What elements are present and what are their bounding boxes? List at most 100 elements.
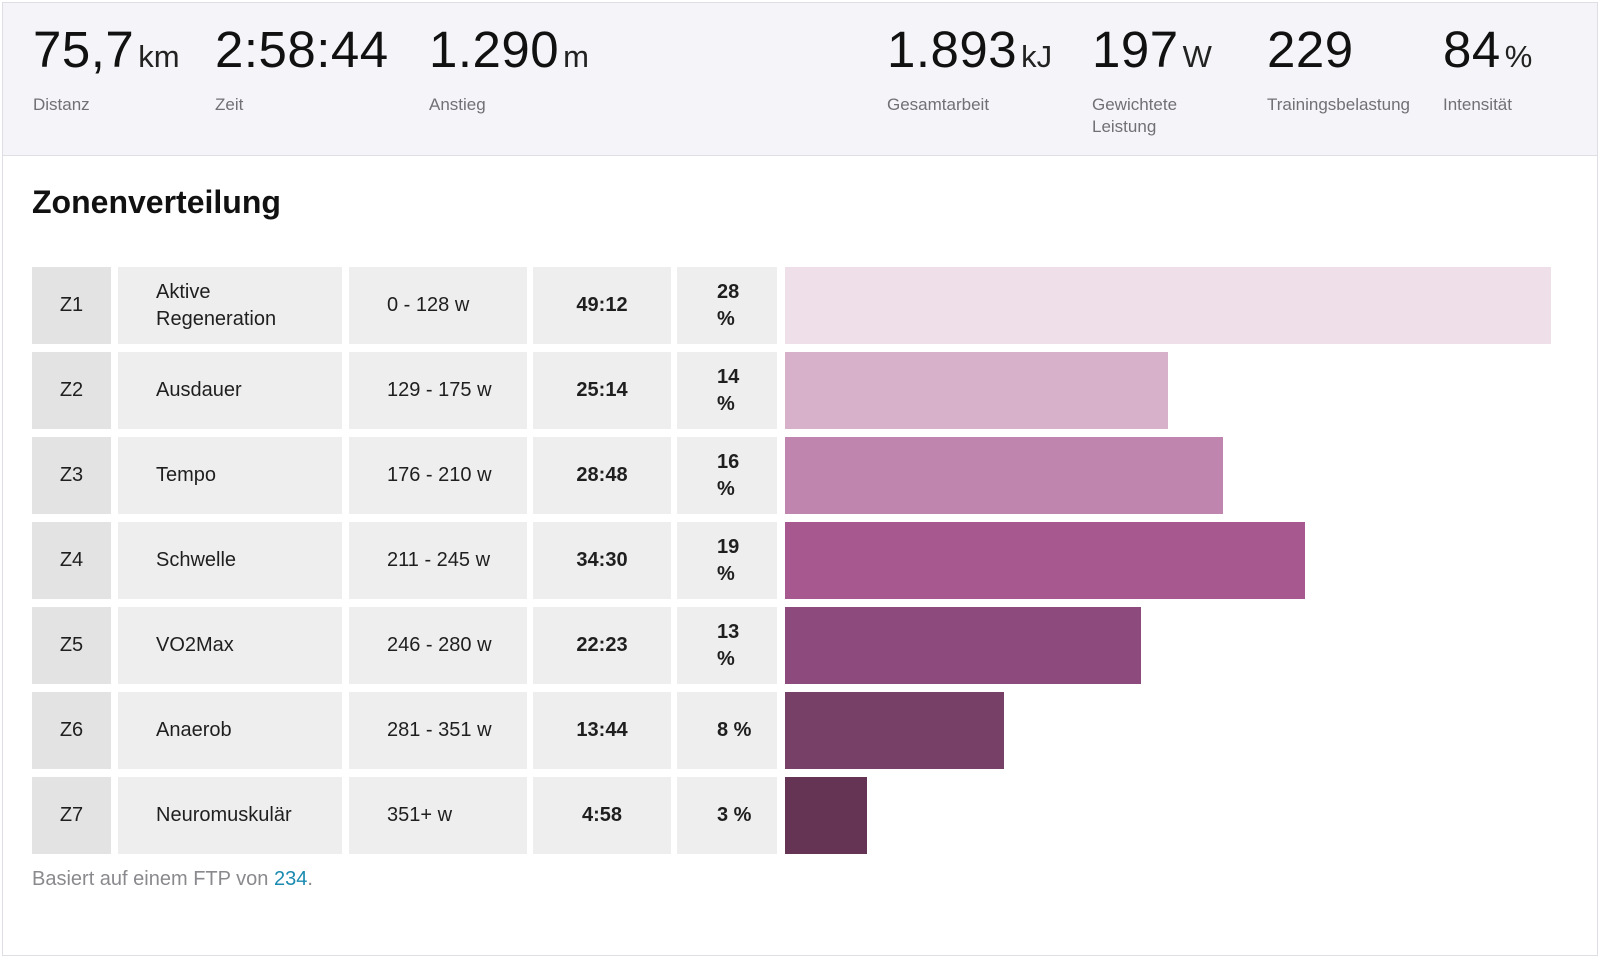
zone-percent-text: 16 % [717, 450, 740, 500]
stat-time-label: Zeit [215, 95, 244, 114]
zone-bar [785, 437, 1223, 514]
section-title: Zonenverteilung [32, 184, 281, 220]
zone-name-text: Neuromuskulär [156, 804, 292, 826]
zone-id: Z1 [32, 267, 111, 344]
zone-time: 4:58 [533, 777, 671, 854]
zone-bar [785, 777, 867, 854]
zone-id: Z4 [32, 522, 111, 599]
stat-time: 2:58:44 Zeit [215, 21, 393, 116]
zone-power-range: 0 - 128 w [349, 267, 527, 344]
zone-time: 25:14 [533, 352, 671, 429]
zone-percent-text: 13 % [717, 620, 740, 670]
stat-training-load-value: 229 [1267, 21, 1354, 78]
zone-name: Neuromuskulär [118, 777, 342, 854]
stat-distance: 75,7 km Distanz [33, 21, 180, 116]
stat-time-value: 2:58:44 [215, 21, 389, 78]
stat-intensity-unit: % [1504, 39, 1533, 74]
zone-percent: 8 % [677, 692, 777, 769]
zone-id-text: Z7 [59, 804, 84, 826]
zone-name: Ausdauer [118, 352, 342, 429]
zone-percent: 28 % [677, 267, 777, 344]
zone-time: 49:12 [533, 267, 671, 344]
stat-weighted-power-value: 197 [1092, 21, 1179, 78]
stat-intensity-label: Intensität [1443, 95, 1512, 114]
zone-time: 34:30 [533, 522, 671, 599]
zone-id: Z3 [32, 437, 111, 514]
zone-power-range-text: 129 - 175 w [387, 379, 492, 401]
zone-id-text: Z1 [59, 294, 84, 316]
stat-intensity: 84% Intensität [1443, 21, 1532, 116]
zone-power-range: 281 - 351 w [349, 692, 527, 769]
zone-name-text: VO2Max [156, 634, 234, 656]
zone-name-text: Aktive Regeneration [156, 280, 277, 330]
stat-elevation: 1.290 m Anstieg [429, 21, 589, 116]
zone-power-range: 351+ w [349, 777, 527, 854]
stat-training-load: 229 Trainingsbelastung [1267, 21, 1410, 116]
zone-power-range-text: 0 - 128 w [387, 294, 470, 316]
stat-elevation-unit: m [563, 39, 589, 74]
zone-percent-text: 14 % [717, 365, 740, 415]
zone-power-range-text: 246 - 280 w [387, 634, 492, 656]
zone-name: Schwelle [118, 522, 342, 599]
zone-bar [785, 267, 1551, 344]
zone-name: VO2Max [118, 607, 342, 684]
stat-weighted-power-unit: W [1182, 39, 1212, 74]
zone-name-text: Ausdauer [156, 379, 242, 401]
stat-weighted-power-label: Gewichtete Leistung [1092, 95, 1178, 136]
zone-power-range-text: 211 - 245 w [387, 549, 491, 571]
zone-name: Aktive Regeneration [118, 267, 342, 344]
zone-percent: 13 % [677, 607, 777, 684]
stat-total-work-label: Gesamtarbeit [887, 95, 990, 114]
zone-percent: 16 % [677, 437, 777, 514]
zone-id: Z2 [32, 352, 111, 429]
zone-time: 28:48 [533, 437, 671, 514]
zone-bar [785, 607, 1141, 684]
zone-name-text: Anaerob [156, 719, 232, 741]
ftp-footnote-text: Basiert auf einem FTP von [32, 868, 269, 890]
stat-distance-unit: km [138, 39, 180, 74]
zone-id: Z7 [32, 777, 111, 854]
stat-total-work-value: 1.893 [887, 21, 1018, 78]
zone-percent-text: 8 % [717, 719, 752, 741]
zone-power-range-text: 281 - 351 w [387, 719, 492, 741]
zone-id-text: Z6 [59, 719, 84, 741]
zone-name: Tempo [118, 437, 342, 514]
zone-bar [785, 522, 1305, 599]
zone-power-range-text: 351+ w [387, 804, 453, 826]
zone-id-text: Z3 [59, 464, 84, 486]
zone-time-text: 13:44 [576, 719, 628, 741]
stat-elevation-value: 1.290 [429, 21, 560, 78]
zone-time: 22:23 [533, 607, 671, 684]
ftp-footnote-suffix: . [307, 868, 313, 890]
zone-time-text: 25:14 [576, 379, 628, 401]
ftp-value-link[interactable]: 234 [273, 868, 308, 890]
zone-power-range: 129 - 175 w [349, 352, 527, 429]
stat-total-work-unit: kJ [1021, 39, 1053, 74]
stat-distance-value: 75,7 [33, 21, 135, 78]
zone-percent-text: 28 % [717, 280, 740, 330]
zone-name-text: Schwelle [156, 549, 237, 571]
zone-power-range: 211 - 245 w [349, 522, 527, 599]
zone-time-text: 22:23 [576, 634, 628, 656]
zone-percent: 14 % [677, 352, 777, 429]
zone-id: Z5 [32, 607, 111, 684]
zone-power-range: 176 - 210 w [349, 437, 527, 514]
zone-name: Anaerob [118, 692, 342, 769]
zone-time-text: 4:58 [581, 804, 623, 826]
zone-name-text: Tempo [156, 464, 217, 486]
zone-percent: 3 % [677, 777, 777, 854]
zone-time-text: 49:12 [576, 294, 628, 316]
stat-weighted-power: 197 W Gewichtete Leistung [1092, 21, 1242, 138]
zone-id: Z6 [32, 692, 111, 769]
zone-percent-text: 3 % [717, 804, 752, 826]
zone-id-text: Z4 [59, 549, 84, 571]
zone-id-text: Z5 [59, 634, 84, 656]
zone-bar [785, 352, 1168, 429]
stat-total-work: 1.893 kJ Gesamtarbeit [887, 21, 1052, 116]
zone-time-text: 34:30 [576, 549, 628, 571]
zone-percent: 19 % [677, 522, 777, 599]
zone-bar [785, 692, 1004, 769]
zone-percent-text: 19 % [717, 535, 740, 585]
zone-time: 13:44 [533, 692, 671, 769]
zone-time-text: 28:48 [576, 464, 628, 486]
